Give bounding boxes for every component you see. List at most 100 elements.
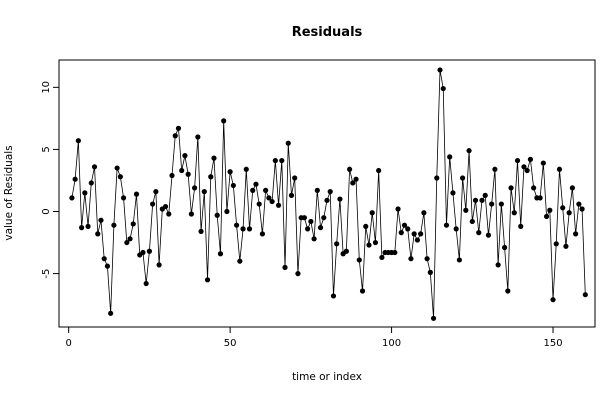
data-point [569, 185, 576, 191]
data-point [531, 185, 537, 191]
data-point [314, 187, 320, 193]
data-point [456, 257, 462, 263]
data-point [489, 201, 495, 207]
data-point [576, 201, 582, 207]
data-point [175, 125, 182, 131]
data-point [237, 258, 243, 264]
data-point [443, 222, 450, 228]
data-point [408, 256, 414, 262]
data-point [582, 292, 588, 298]
data-point [188, 211, 194, 217]
x-tick-label: 100 [382, 338, 401, 349]
data-point [156, 262, 162, 268]
series-line [71, 69, 586, 319]
data-point [127, 236, 133, 242]
data-point [579, 206, 585, 212]
data-point [72, 176, 78, 182]
data-point [414, 237, 421, 243]
data-point [347, 166, 353, 172]
data-point [505, 288, 511, 294]
data-point [472, 197, 479, 203]
data-point [311, 236, 317, 242]
data-point [359, 288, 366, 294]
data-point [179, 167, 185, 174]
x-tick-label: 0 [65, 338, 71, 349]
y-tick-label: -5 [41, 269, 52, 279]
data-point [263, 187, 269, 193]
data-point [524, 167, 530, 174]
data-point [208, 174, 214, 180]
data-point [227, 169, 233, 175]
data-point [395, 206, 401, 212]
data-point [460, 175, 466, 181]
data-point [305, 226, 311, 232]
data-point [476, 230, 482, 236]
data-point [240, 226, 246, 232]
data-point [356, 257, 362, 263]
data-point [440, 85, 446, 92]
data-point [556, 166, 563, 172]
chart-title: Residuals [292, 25, 363, 40]
data-point [172, 133, 178, 139]
data-point [182, 153, 188, 159]
data-point [301, 215, 307, 221]
x-axis: 0 50 100 150 [65, 327, 563, 349]
data-point [508, 185, 514, 191]
y-axis: -5 0 5 10 [41, 81, 59, 279]
data-point [214, 212, 220, 218]
data-point [547, 207, 553, 213]
data-point [321, 215, 327, 221]
data-point [376, 167, 382, 174]
data-point [195, 134, 201, 140]
data-point [437, 67, 443, 73]
series-layer [69, 67, 588, 321]
data-point [543, 213, 550, 220]
data-point [111, 222, 117, 228]
data-point [372, 239, 379, 246]
data-point [498, 201, 504, 207]
data-point [269, 198, 275, 205]
data-point [405, 226, 411, 232]
data-point [560, 205, 566, 211]
data-point [411, 231, 417, 237]
data-point [233, 222, 240, 228]
data-point [85, 223, 91, 230]
data-point [150, 201, 156, 207]
data-point [185, 171, 191, 177]
data-point [430, 315, 437, 321]
x-axis-label: time or index [292, 371, 362, 383]
data-point [553, 241, 559, 247]
data-point [427, 269, 433, 275]
data-point [98, 217, 104, 223]
data-point [204, 277, 211, 283]
data-point [124, 239, 130, 246]
y-tick-label: 5 [41, 146, 52, 152]
data-point [117, 174, 123, 180]
data-point [363, 223, 369, 230]
data-point [334, 241, 340, 247]
data-point [330, 293, 337, 299]
data-point [418, 231, 424, 237]
data-point [447, 154, 453, 160]
data-point [221, 118, 227, 124]
data-point [573, 231, 579, 237]
data-point [521, 164, 527, 170]
data-point [550, 297, 556, 303]
plot-frame [58, 59, 596, 328]
x-tick-label: 50 [224, 338, 237, 349]
data-point [479, 197, 485, 203]
y-tick-label: 0 [41, 208, 52, 214]
data-point [288, 192, 295, 198]
data-point [511, 210, 517, 216]
data-point [101, 256, 107, 262]
data-point [392, 249, 398, 256]
data-point [369, 210, 375, 216]
data-point [224, 208, 230, 215]
data-point [256, 201, 262, 207]
data-point [201, 189, 207, 195]
data-point [463, 207, 469, 213]
data-point [537, 195, 543, 201]
data-point [69, 195, 75, 201]
y-tick-label: 10 [41, 81, 52, 94]
